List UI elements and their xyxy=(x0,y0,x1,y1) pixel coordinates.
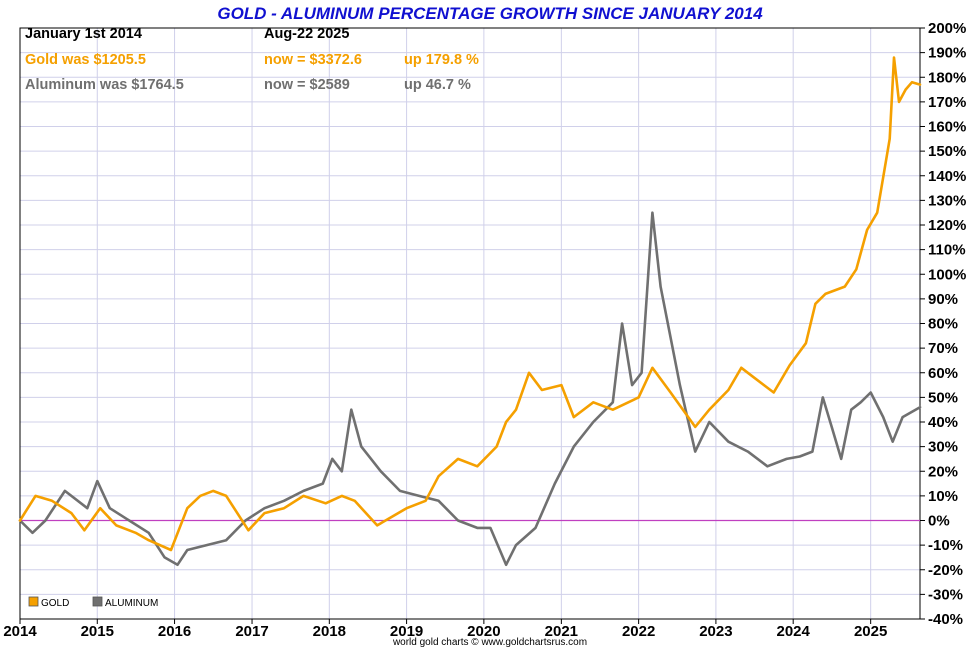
x-tick-label: 2016 xyxy=(158,623,191,640)
series-line-aluminum xyxy=(18,211,922,567)
y-tick-label: 180% xyxy=(928,69,966,86)
y-tick-label: 70% xyxy=(928,340,958,357)
x-tick-label: 2017 xyxy=(235,623,268,640)
y-tick-label: 0% xyxy=(928,513,950,530)
series-line-gold xyxy=(18,56,922,552)
series-layer xyxy=(18,56,922,567)
y-tick-label: 20% xyxy=(928,463,958,480)
y-tick-label: -40% xyxy=(928,611,963,628)
x-tick-label: 2018 xyxy=(313,623,346,640)
legend-gold-label: GOLD xyxy=(41,598,69,609)
y-tick-label: 150% xyxy=(928,143,966,160)
x-tick-label: 2015 xyxy=(81,623,114,640)
y-tick-label: -10% xyxy=(928,537,963,554)
x-tick-label: 2020 xyxy=(467,623,500,640)
x-tick-label: 2019 xyxy=(390,623,423,640)
gold-now-label: now = $3372.6 xyxy=(264,52,362,68)
y-axis-ticks: 200% 190% 180% 170% 160% 150% 140% 130% 120% 110%… xyxy=(920,20,966,628)
y-tick-label: 140% xyxy=(928,168,966,185)
y-tick-label: 170% xyxy=(928,94,966,111)
y-tick-label: -30% xyxy=(928,586,963,603)
x-tick-label: 2021 xyxy=(545,623,578,640)
chart-title: GOLD - ALUMINUM PERCENTAGE GROWTH SINCE … xyxy=(217,4,763,23)
x-tick-label: 2014 xyxy=(3,623,37,640)
x-tick-label: 2023 xyxy=(699,623,732,640)
x-tick-label: 2024 xyxy=(776,623,810,640)
x-axis-ticks: 2014 2015 2016 2017 2018 2019 2020 2021 2022 2023… xyxy=(3,619,887,640)
y-tick-label: 80% xyxy=(928,316,958,333)
legend: GOLD ALUMINUM xyxy=(28,596,158,609)
gold-up-label: up 179.8 % xyxy=(404,52,479,68)
legend-aluminum-label: ALUMINUM xyxy=(105,598,158,609)
legend-aluminum-swatch xyxy=(92,596,103,607)
y-tick-label: 100% xyxy=(928,266,966,283)
y-tick-label: 60% xyxy=(928,365,958,382)
y-tick-label: 50% xyxy=(928,389,958,406)
aluminum-now-label: now = $2589 xyxy=(264,77,350,93)
y-tick-label: 120% xyxy=(928,217,966,234)
y-tick-label: 30% xyxy=(928,439,958,456)
x-tick-label: 2022 xyxy=(622,623,655,640)
y-tick-label: 160% xyxy=(928,119,966,136)
aluminum-was-label: Aluminum was $1764.5 xyxy=(25,77,184,93)
legend-gold-swatch xyxy=(28,596,39,607)
y-tick-label: 90% xyxy=(928,291,958,308)
aluminum-up-label: up 46.7 % xyxy=(404,77,471,93)
y-tick-label: 200% xyxy=(928,20,966,37)
gold-was-label: Gold was $1205.5 xyxy=(25,52,146,68)
y-tick-label: 10% xyxy=(928,488,958,505)
y-tick-label: 130% xyxy=(928,192,966,209)
y-tick-label: 40% xyxy=(928,414,958,431)
y-tick-label: 190% xyxy=(928,45,966,62)
footer-credit: world gold charts © www.goldchartsrus.co… xyxy=(392,637,587,648)
y-tick-label: 110% xyxy=(928,242,966,259)
y-tick-label: -20% xyxy=(928,562,963,579)
start-date-label: January 1st 2014 xyxy=(25,26,142,42)
end-date-label: Aug-22 2025 xyxy=(264,26,349,42)
x-tick-label: 2025 xyxy=(854,623,887,640)
